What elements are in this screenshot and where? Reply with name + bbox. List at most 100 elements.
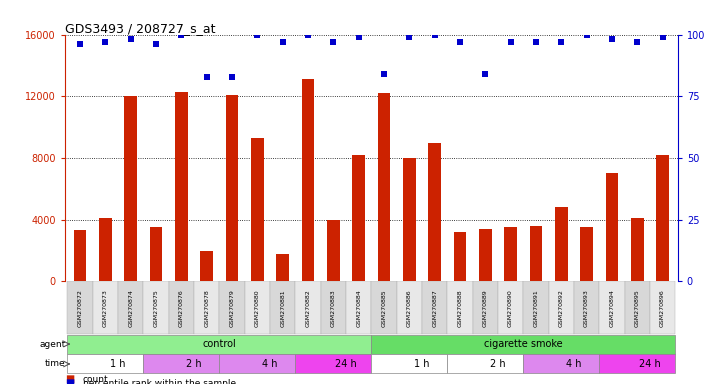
Text: GSM270875: GSM270875 <box>154 289 159 327</box>
Bar <box>574 281 599 334</box>
Bar <box>530 226 542 281</box>
Text: GDS3493 / 208727_s_at: GDS3493 / 208727_s_at <box>65 22 216 35</box>
Bar <box>219 354 296 374</box>
Bar <box>599 281 624 334</box>
Bar <box>321 281 346 334</box>
Bar <box>650 281 675 334</box>
Bar <box>118 281 143 334</box>
Bar <box>523 281 549 334</box>
Text: GSM270894: GSM270894 <box>609 289 614 327</box>
Text: GSM270874: GSM270874 <box>128 289 133 327</box>
Point <box>404 34 415 40</box>
Text: GSM270884: GSM270884 <box>356 289 361 327</box>
Text: 24 h: 24 h <box>639 359 660 369</box>
Text: GSM270873: GSM270873 <box>103 289 108 327</box>
Text: control: control <box>203 339 236 349</box>
Text: ■: ■ <box>65 374 74 384</box>
Point <box>530 39 541 45</box>
Text: 4 h: 4 h <box>566 359 582 369</box>
Text: GSM270882: GSM270882 <box>306 289 311 327</box>
Bar <box>504 227 517 281</box>
Text: GSM270880: GSM270880 <box>255 289 260 327</box>
Bar <box>270 281 296 334</box>
Point <box>505 39 516 45</box>
Point <box>606 36 618 43</box>
Bar <box>68 281 93 334</box>
Point <box>555 39 567 45</box>
Text: 24 h: 24 h <box>335 359 357 369</box>
Bar <box>150 227 162 281</box>
Bar <box>219 281 244 334</box>
Point <box>74 41 86 48</box>
Point <box>353 34 364 40</box>
Point <box>176 31 187 38</box>
Point <box>454 39 466 45</box>
Bar <box>244 281 270 334</box>
Bar <box>631 218 644 281</box>
Text: GSM270895: GSM270895 <box>634 289 640 327</box>
Point <box>327 39 339 45</box>
Point <box>657 34 668 40</box>
Bar <box>555 207 567 281</box>
Bar <box>68 354 143 374</box>
Bar <box>99 218 112 281</box>
Bar <box>93 281 118 334</box>
Bar <box>296 354 371 374</box>
Bar <box>422 281 447 334</box>
Bar <box>454 232 466 281</box>
Point <box>632 39 643 45</box>
Point <box>150 41 162 48</box>
Bar <box>378 93 390 281</box>
Point <box>226 73 238 79</box>
Bar <box>447 354 523 374</box>
Bar <box>580 227 593 281</box>
Bar <box>276 253 289 281</box>
Bar <box>371 354 447 374</box>
Bar <box>226 95 239 281</box>
Point <box>277 39 288 45</box>
Point <box>125 36 136 43</box>
Text: GSM270891: GSM270891 <box>534 289 539 327</box>
Text: GSM270890: GSM270890 <box>508 289 513 327</box>
Bar <box>397 281 422 334</box>
Bar <box>169 281 194 334</box>
Bar <box>327 220 340 281</box>
Bar <box>403 158 415 281</box>
Text: 2 h: 2 h <box>490 359 505 369</box>
Text: percentile rank within the sample: percentile rank within the sample <box>83 379 236 384</box>
Bar <box>143 281 169 334</box>
Text: GSM270886: GSM270886 <box>407 289 412 327</box>
Point <box>429 31 441 38</box>
Text: cigarette smoke: cigarette smoke <box>484 339 562 349</box>
Bar <box>68 334 371 354</box>
Text: GSM270876: GSM270876 <box>179 289 184 327</box>
Point <box>252 31 263 38</box>
Bar <box>296 281 321 334</box>
Bar <box>656 155 669 281</box>
Bar <box>194 281 219 334</box>
Point <box>581 31 593 38</box>
Text: GSM270883: GSM270883 <box>331 289 336 327</box>
Bar <box>624 281 650 334</box>
Bar <box>200 250 213 281</box>
Text: 1 h: 1 h <box>110 359 126 369</box>
Bar <box>498 281 523 334</box>
Bar <box>599 354 675 374</box>
Text: GSM270878: GSM270878 <box>204 289 209 327</box>
Bar <box>479 229 492 281</box>
Bar <box>143 354 219 374</box>
Text: 4 h: 4 h <box>262 359 278 369</box>
Bar <box>428 142 441 281</box>
Text: GSM270888: GSM270888 <box>457 289 462 327</box>
Bar <box>125 96 137 281</box>
Text: time: time <box>45 359 66 369</box>
Bar <box>301 79 314 281</box>
Bar <box>447 281 472 334</box>
Bar <box>346 281 371 334</box>
Text: count: count <box>83 374 109 384</box>
Bar <box>523 354 599 374</box>
Bar <box>606 174 618 281</box>
Text: agent: agent <box>39 339 66 349</box>
Text: 2 h: 2 h <box>186 359 202 369</box>
Bar <box>74 230 87 281</box>
